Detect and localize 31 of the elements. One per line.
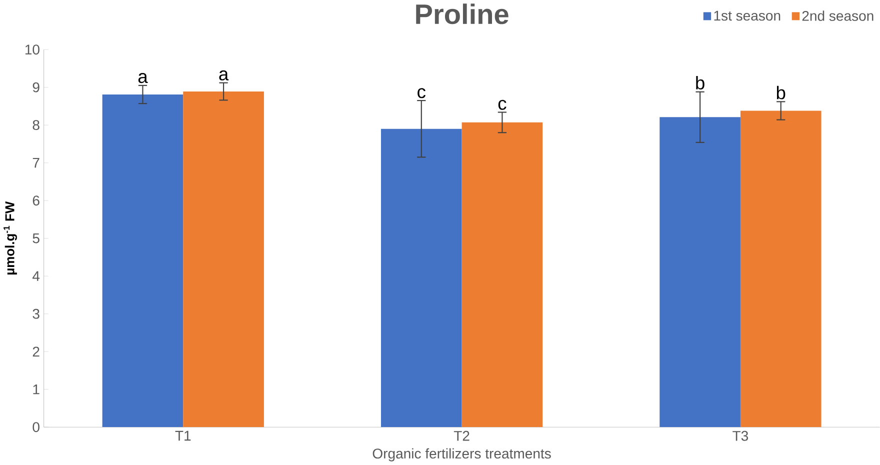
bar [183, 92, 264, 428]
y-tick-label: 7 [32, 158, 40, 168]
y-tick-label: 5 [32, 233, 40, 244]
y-tick-label: 10 [25, 44, 40, 55]
chart-title: Proline [416, 4, 508, 24]
y-tick-label: 4 [32, 271, 40, 281]
bar [380, 128, 462, 428]
x-tick-label: T1 [175, 430, 191, 441]
legend-label: 1st season [714, 10, 780, 21]
data-label: b [696, 76, 704, 90]
data-label: c [418, 88, 426, 98]
legend-label: 2nd season [802, 10, 874, 21]
x-axis-title: Organic fertilizers treatments [372, 448, 551, 462]
y-tick-label: 6 [32, 196, 40, 206]
y-tick-label: 9 [32, 82, 40, 92]
y-tick-label: 3 [32, 308, 40, 319]
bar [740, 110, 822, 428]
bar [102, 94, 184, 428]
y-axis-title: µmol.g$^{-1}$ FW [4, 201, 17, 274]
bar [660, 117, 740, 428]
bar [462, 122, 543, 428]
x-tick-label: T2 [454, 430, 470, 441]
data-label: c [498, 100, 506, 110]
y-tick-label: 8 [32, 120, 40, 130]
y-tick-label: 1 [33, 384, 40, 394]
data-label: a [219, 70, 229, 80]
data-label: b [776, 86, 786, 100]
x-tick-label: T3 [732, 430, 748, 441]
data-label: a [138, 73, 148, 84]
y-tick-label: 2 [32, 346, 40, 357]
y-tick-label: 0 [32, 422, 40, 432]
